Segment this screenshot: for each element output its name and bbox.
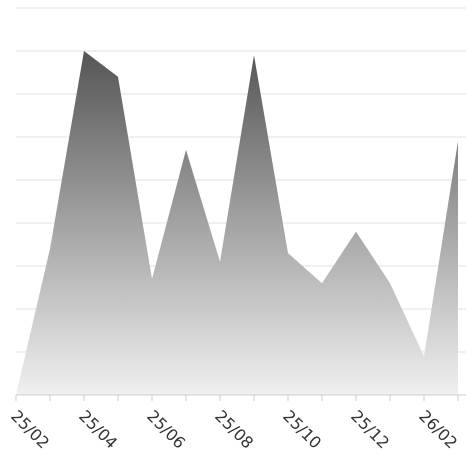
- area: [16, 51, 458, 395]
- x-tick-label: 25/04: [75, 406, 121, 452]
- x-tick-label: 25/06: [143, 406, 189, 452]
- x-tick-label: 25/02: [7, 406, 53, 452]
- x-tick-label: 26/02: [415, 406, 461, 452]
- x-tick-label: 25/12: [347, 406, 393, 452]
- x-tick-label: 25/10: [279, 406, 325, 452]
- x-tick-label: 25/08: [211, 406, 257, 452]
